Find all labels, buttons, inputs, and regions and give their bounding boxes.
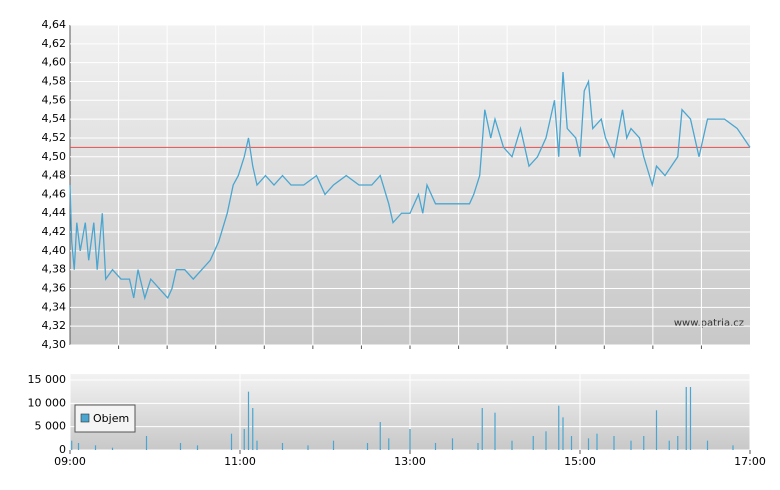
y-tick-label: 4,40 bbox=[42, 244, 67, 257]
volume-bar bbox=[562, 417, 564, 450]
volume-bar bbox=[630, 440, 632, 450]
volume-bar bbox=[545, 431, 547, 450]
y-tick-label: 4,42 bbox=[42, 225, 67, 238]
x-tick-label: 09:00 bbox=[54, 455, 86, 468]
y-tick-label: 4,54 bbox=[42, 112, 67, 125]
volume-bar bbox=[94, 445, 97, 450]
y-tick-label: 4,56 bbox=[42, 93, 67, 106]
y-tick-label: 5 000 bbox=[35, 420, 67, 433]
volume-bar bbox=[558, 405, 560, 450]
volume-bar bbox=[477, 443, 479, 450]
y-tick-label: 4,38 bbox=[42, 263, 67, 276]
x-tick-label: 11:00 bbox=[224, 455, 256, 468]
volume-bar bbox=[587, 438, 590, 450]
volume-bar bbox=[179, 443, 182, 450]
volume-bar bbox=[677, 436, 679, 450]
volume-bar bbox=[307, 445, 309, 450]
y-tick-label: 4,48 bbox=[42, 169, 67, 182]
y-tick-label: 4,52 bbox=[42, 131, 67, 144]
volume-bar bbox=[451, 438, 454, 450]
volume-bar bbox=[281, 443, 284, 450]
volume-bar bbox=[252, 408, 254, 450]
legend-swatch bbox=[80, 413, 90, 423]
volume-bar bbox=[388, 438, 390, 450]
volume-bar bbox=[570, 436, 573, 450]
price-line bbox=[69, 72, 751, 301]
y-tick-label: 15 000 bbox=[28, 373, 67, 386]
y-tick-label: 4,36 bbox=[42, 282, 67, 295]
volume-bar bbox=[366, 443, 369, 450]
volume-bar bbox=[145, 436, 148, 450]
y-tick-label: 4,30 bbox=[42, 338, 67, 351]
y-tick-label: 4,44 bbox=[42, 206, 67, 219]
y-tick-label: 4,60 bbox=[42, 56, 67, 69]
watermark: www.patria.cz bbox=[674, 318, 744, 329]
volume-bar bbox=[481, 408, 483, 450]
volume-bar bbox=[379, 422, 381, 450]
x-tick-label: 13:00 bbox=[394, 455, 426, 468]
y-tick-label: 0 bbox=[59, 443, 66, 456]
volume-bar bbox=[494, 412, 496, 450]
y-tick-label: 4,62 bbox=[42, 37, 67, 50]
volume-bar bbox=[613, 436, 615, 450]
y-tick-label: 4,46 bbox=[42, 187, 67, 200]
volume-bar bbox=[71, 440, 73, 450]
volume-bar bbox=[668, 440, 670, 450]
volume-bar bbox=[643, 436, 645, 450]
volume-bar bbox=[596, 433, 598, 450]
y-tick-label: 4,58 bbox=[42, 74, 67, 87]
volume-bar bbox=[230, 433, 233, 450]
volume-bar bbox=[689, 387, 692, 450]
volume-bar bbox=[532, 436, 534, 450]
volume-bar bbox=[256, 440, 258, 450]
volume-bar bbox=[247, 391, 250, 450]
volume-bar bbox=[706, 440, 709, 450]
volume-bar bbox=[434, 443, 437, 450]
volume-bar bbox=[77, 443, 80, 450]
y-tick-label: 4,50 bbox=[42, 150, 67, 163]
y-tick-label: 4,34 bbox=[42, 300, 67, 313]
volume-bar bbox=[332, 440, 335, 450]
volume-bar bbox=[655, 410, 658, 450]
volume-bar bbox=[111, 447, 114, 450]
x-tick-label: 15:00 bbox=[564, 455, 596, 468]
panel: 0 5 000 10 000 15 000 09:00 11:00 13:00 15:00 17… bbox=[28, 373, 766, 468]
volume-bar bbox=[409, 429, 411, 450]
y-tick-label: 4,32 bbox=[42, 319, 67, 332]
volume-bar bbox=[685, 387, 687, 450]
y-tick-label: 4,64 bbox=[42, 18, 67, 31]
volume-bar bbox=[732, 445, 734, 450]
volume-bar bbox=[511, 440, 513, 450]
x-tick-label: 17:00 bbox=[734, 455, 766, 468]
volume-bar bbox=[243, 429, 245, 450]
y-tick-label: 10 000 bbox=[28, 396, 67, 409]
panel: 4,30 4,32 4,34 4,36 4,38 4,40 4,42 4,44 4,46 4,48… bbox=[42, 18, 751, 351]
volume-bar bbox=[196, 445, 199, 450]
legend-label: Objem bbox=[93, 412, 129, 425]
